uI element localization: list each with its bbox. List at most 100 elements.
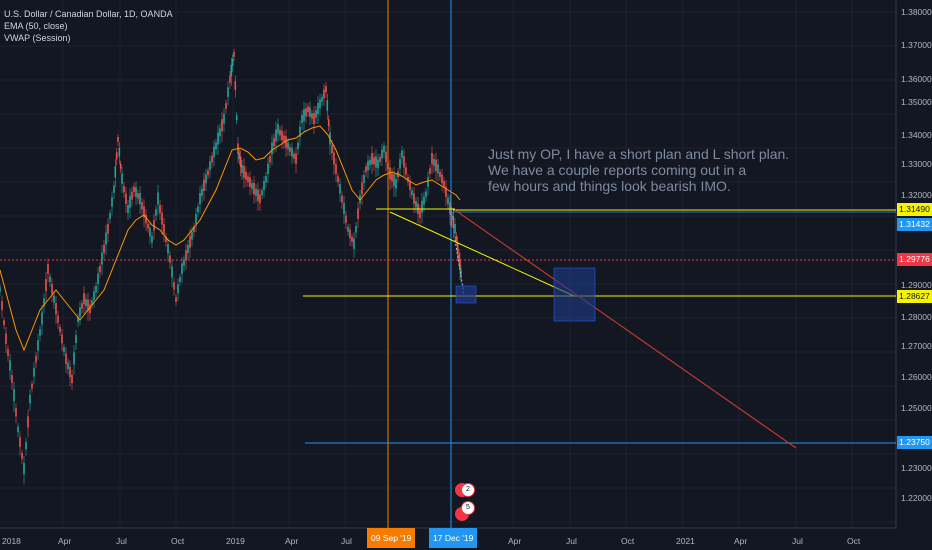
candle-body: [385, 151, 387, 163]
candle-body: [339, 184, 341, 194]
candle-body: [101, 252, 103, 265]
price-label-131490[interactable]: 1.31490: [897, 203, 932, 216]
chart-annotation[interactable]: Just my OP, I have a short plan and L sh…: [488, 146, 790, 194]
candle-body: [297, 142, 299, 150]
candle-body: [429, 168, 431, 174]
candle-body: [55, 303, 57, 315]
candle-body: [114, 166, 117, 178]
candle-body: [267, 163, 269, 174]
candle-body: [456, 242, 459, 253]
candle-body: [99, 266, 101, 273]
candle-body: [145, 214, 147, 224]
candle-body: [27, 416, 29, 428]
candle-body: [257, 189, 259, 201]
y-tick: 1.28000: [901, 312, 932, 322]
y-tick: 1.37000: [901, 40, 932, 50]
x-tick: Jul: [341, 536, 352, 546]
price-label-129776[interactable]: 1.29776: [897, 253, 932, 266]
candle-body: [163, 224, 165, 234]
candle-body: [325, 86, 327, 93]
target-box-large[interactable]: [553, 267, 596, 322]
candle-body: [215, 142, 217, 150]
candle-body: [247, 176, 249, 183]
y-tick: 1.32000: [901, 190, 932, 200]
candle-body: [105, 232, 107, 245]
candle-body: [93, 291, 95, 300]
candle-body: [81, 303, 83, 309]
candle-body: [0, 287, 1, 292]
candle-body: [291, 147, 293, 157]
candle-body: [65, 353, 67, 364]
candle-body: [125, 193, 127, 204]
candle-body: [261, 190, 263, 196]
candle-body: [395, 179, 397, 189]
price-label-123750[interactable]: 1.23750: [897, 436, 932, 449]
x-tick: 2021: [676, 536, 695, 546]
candle-body: [211, 156, 213, 163]
candle-body: [111, 197, 113, 207]
candle-body: [427, 177, 429, 187]
candle-body: [281, 130, 283, 141]
candle-body: [341, 195, 343, 203]
candle-body: [187, 245, 189, 253]
event-count-badge[interactable]: 2: [461, 483, 475, 497]
candle-body: [365, 166, 367, 173]
candle-body: [441, 174, 443, 184]
date-badge-sep[interactable]: 09 Sep '19: [367, 528, 416, 548]
candle-body: [129, 195, 131, 208]
y-tick: 1.22000: [901, 493, 932, 503]
candle-body: [23, 463, 25, 475]
symbol-title[interactable]: U.S. Dollar / Canadian Dollar, 1D, OANDA: [4, 9, 173, 19]
candle-body: [319, 99, 321, 109]
candle-body: [115, 152, 118, 160]
candle-body: [1, 301, 3, 310]
candle-body: [255, 188, 257, 196]
candle-body: [43, 298, 45, 307]
candle-body: [289, 147, 291, 152]
vwap-legend[interactable]: VWAP (Session): [4, 33, 71, 43]
target-box-small[interactable]: [455, 285, 477, 304]
candle-body: [409, 181, 411, 190]
x-tick: Jul: [116, 536, 127, 546]
date-badge-dec[interactable]: 17 Dec '19: [429, 528, 478, 548]
event-count-badge[interactable]: 5: [461, 501, 475, 515]
candle-body: [419, 210, 421, 218]
candle-body: [263, 181, 265, 190]
candle-body: [337, 176, 339, 183]
ema-legend[interactable]: EMA (50, close): [4, 21, 68, 31]
trendline-yellow[interactable]: [389, 211, 575, 297]
candle-body: [455, 235, 458, 242]
candle-body: [149, 227, 151, 237]
price-label-131432[interactable]: 1.31432: [897, 218, 932, 231]
candle-body: [147, 223, 149, 229]
candle-body: [450, 211, 453, 220]
candle-body: [25, 442, 27, 450]
candle-body: [61, 334, 63, 344]
y-tick: 1.35000: [901, 97, 932, 107]
candle-body: [393, 174, 395, 187]
candle-body: [277, 124, 279, 134]
candle-body: [141, 202, 143, 210]
candle-body: [9, 360, 11, 371]
candle-body: [269, 156, 271, 163]
candle-body: [225, 103, 227, 109]
candle-body: [207, 170, 209, 176]
candle-body: [151, 236, 153, 243]
candle-body: [373, 157, 375, 165]
candle-body: [107, 224, 109, 234]
trendline-red[interactable]: [454, 209, 797, 449]
candle-body: [73, 352, 75, 365]
candle-body: [87, 299, 89, 311]
candlestick-series: [0, 49, 462, 484]
candle-body: [413, 193, 415, 204]
x-tick: 2019: [226, 536, 245, 546]
candle-body: [175, 297, 177, 302]
price-label-128627[interactable]: 1.28627: [897, 290, 932, 303]
candle-body: [189, 235, 191, 248]
x-tick: Apr: [58, 536, 72, 546]
candle-body: [454, 224, 456, 234]
candle-body: [157, 192, 159, 205]
candle-body: [253, 183, 255, 195]
candle-body: [345, 215, 347, 223]
